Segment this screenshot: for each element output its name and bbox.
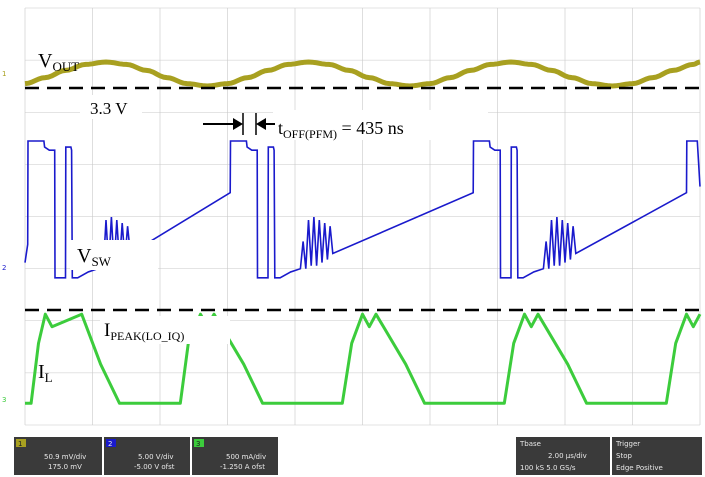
vout-label: VOUT xyxy=(38,50,79,74)
ch2-color-tag xyxy=(106,439,116,447)
il-trace xyxy=(25,312,702,405)
ch1-offset: 175.0 mV xyxy=(48,463,82,471)
timebase-status-box[interactable] xyxy=(516,437,610,475)
ch1-status-box[interactable] xyxy=(14,437,102,475)
ipeak-label: IPEAK(LO_IQ) xyxy=(104,320,184,343)
ch1-color-tag xyxy=(16,439,26,447)
ch2-tag-text: 2 xyxy=(108,440,112,448)
toff-arrows xyxy=(203,113,275,135)
toff-label: tOFF(PFM) = 435 ns xyxy=(278,118,404,141)
ch1-scale: 50.9 mV/div xyxy=(44,453,86,461)
ch2-offset: -5.00 V ofst xyxy=(134,463,175,471)
ch2-status-box[interactable] xyxy=(104,437,190,475)
trigger-state: Stop xyxy=(616,452,632,460)
vref-label-bg xyxy=(80,95,142,119)
toff-label-bg xyxy=(273,110,488,140)
ch1-tag-text: 1 xyxy=(18,440,22,448)
timebase-scale: 2.00 µs/div xyxy=(548,452,587,460)
status-bar: 1 50.9 mV/div 175.0 mV 2 5.00 V/div -5.0… xyxy=(0,432,705,477)
ch3-scale: 500 mA/div xyxy=(226,453,266,461)
vsw-label-bg xyxy=(70,240,158,270)
ch2-marker: 2 xyxy=(2,264,6,272)
ch1-marker: 1 xyxy=(2,70,6,78)
trigger-title: Trigger xyxy=(615,440,640,448)
ch2-scale: 5.00 V/div xyxy=(138,453,174,461)
timebase-rate: 100 kS 5.0 GS/s xyxy=(520,464,576,472)
vsw-trace xyxy=(24,140,701,279)
ch3-offset: -1.250 A ofst xyxy=(220,463,265,471)
ipeak-label-bg xyxy=(100,316,230,344)
il-label: IL xyxy=(38,361,53,385)
trigger-status-box[interactable] xyxy=(612,437,702,475)
ch3-status-box[interactable] xyxy=(192,437,278,475)
vsw-label: VSW xyxy=(77,245,112,269)
ch3-tag-text: 3 xyxy=(196,440,200,448)
ch3-marker: 3 xyxy=(2,396,6,404)
vref-label: 3.3 V xyxy=(90,99,128,118)
trigger-mode: Edge Positive xyxy=(616,464,663,472)
vout-trace xyxy=(24,59,702,89)
ch3-color-tag xyxy=(194,439,204,447)
timebase-title: Tbase xyxy=(519,440,541,448)
